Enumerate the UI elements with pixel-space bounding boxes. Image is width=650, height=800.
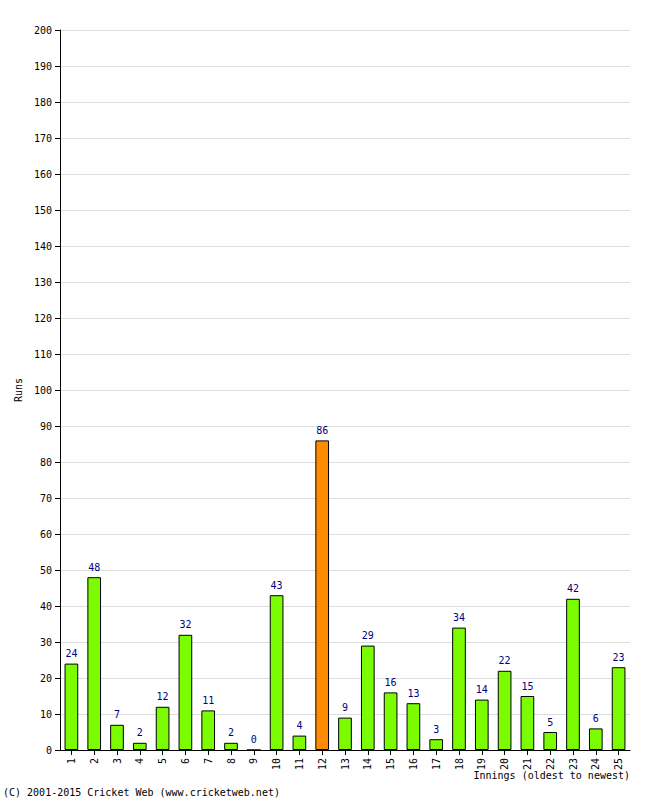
svg-text:86: 86: [316, 425, 328, 436]
svg-text:200: 200: [34, 25, 52, 36]
svg-text:5: 5: [157, 758, 168, 764]
svg-text:70: 70: [40, 493, 52, 504]
svg-text:15: 15: [385, 758, 396, 770]
svg-text:14: 14: [476, 684, 488, 695]
svg-text:7: 7: [114, 709, 120, 720]
svg-text:9: 9: [248, 758, 259, 764]
svg-text:8: 8: [226, 758, 237, 764]
svg-text:110: 110: [34, 349, 52, 360]
svg-text:16: 16: [385, 677, 397, 688]
svg-text:48: 48: [88, 562, 100, 573]
svg-text:4: 4: [134, 758, 145, 764]
svg-text:13: 13: [407, 688, 419, 699]
svg-text:23: 23: [613, 652, 625, 663]
svg-text:190: 190: [34, 61, 52, 72]
svg-text:42: 42: [567, 583, 579, 594]
svg-text:24: 24: [590, 758, 601, 770]
svg-text:43: 43: [271, 580, 283, 591]
svg-text:18: 18: [454, 758, 465, 770]
svg-text:22: 22: [499, 655, 511, 666]
svg-text:12: 12: [317, 758, 328, 770]
svg-text:3: 3: [112, 758, 123, 764]
svg-text:10: 10: [271, 758, 282, 770]
svg-text:4: 4: [296, 720, 302, 731]
svg-text:16: 16: [408, 758, 419, 770]
svg-text:11: 11: [294, 758, 305, 770]
svg-text:11: 11: [202, 695, 214, 706]
svg-text:32: 32: [179, 619, 191, 630]
svg-text:150: 150: [34, 205, 52, 216]
svg-text:24: 24: [65, 648, 77, 659]
svg-text:29: 29: [362, 630, 374, 641]
svg-text:90: 90: [40, 421, 52, 432]
svg-text:10: 10: [40, 709, 52, 720]
svg-text:30: 30: [40, 637, 52, 648]
svg-text:160: 160: [34, 169, 52, 180]
svg-text:20: 20: [499, 758, 510, 770]
svg-text:180: 180: [34, 97, 52, 108]
svg-text:1: 1: [66, 758, 77, 764]
svg-text:25: 25: [613, 758, 624, 770]
svg-text:15: 15: [521, 681, 533, 692]
svg-text:6: 6: [180, 758, 191, 764]
svg-text:9: 9: [342, 702, 348, 713]
svg-text:17: 17: [431, 758, 442, 770]
svg-text:22: 22: [545, 758, 556, 770]
svg-text:170: 170: [34, 133, 52, 144]
svg-text:6: 6: [593, 713, 599, 724]
svg-text:140: 140: [34, 241, 52, 252]
svg-text:7: 7: [203, 758, 214, 764]
svg-text:130: 130: [34, 277, 52, 288]
svg-text:100: 100: [34, 385, 52, 396]
svg-text:12: 12: [157, 691, 169, 702]
svg-text:120: 120: [34, 313, 52, 324]
svg-text:Runs: Runs: [13, 378, 24, 402]
svg-text:50: 50: [40, 565, 52, 576]
svg-text:5: 5: [547, 717, 553, 728]
svg-text:0: 0: [251, 734, 257, 745]
svg-text:20: 20: [40, 673, 52, 684]
svg-text:14: 14: [362, 758, 373, 770]
svg-text:23: 23: [568, 758, 579, 770]
svg-text:40: 40: [40, 601, 52, 612]
svg-text:Innings (oldest to newest): Innings (oldest to newest): [473, 770, 630, 781]
svg-text:13: 13: [340, 758, 351, 770]
svg-text:60: 60: [40, 529, 52, 540]
svg-text:3: 3: [433, 724, 439, 735]
svg-text:2: 2: [228, 727, 234, 738]
svg-text:2: 2: [137, 727, 143, 738]
svg-text:(C) 2001-2015 Cricket Web (www: (C) 2001-2015 Cricket Web (www.cricketwe…: [3, 787, 280, 798]
svg-text:2: 2: [89, 758, 100, 764]
svg-text:80: 80: [40, 457, 52, 468]
svg-text:34: 34: [453, 612, 465, 623]
svg-text:0: 0: [46, 745, 52, 756]
svg-text:21: 21: [522, 758, 533, 770]
svg-text:19: 19: [476, 758, 487, 770]
